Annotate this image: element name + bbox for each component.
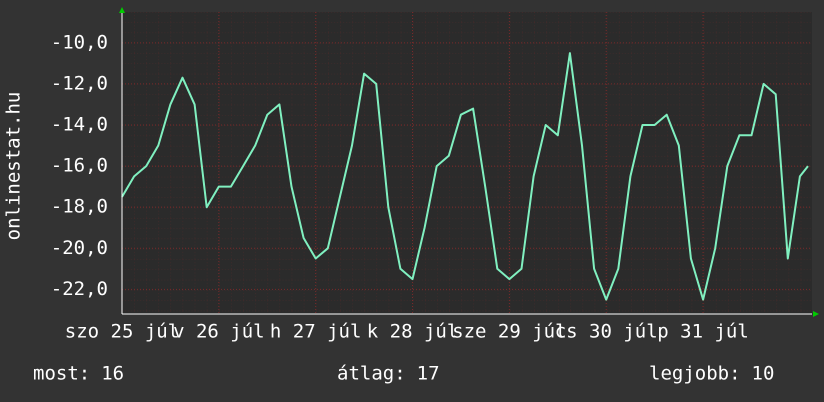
x-tick-label: k 28 júl [367,321,459,343]
x-tick-label: h 27 júl [270,321,362,343]
x-arrow [813,311,819,317]
stat-label: most: [33,363,90,385]
y-tick-label: -12,0 [51,72,108,94]
stat-label: legjobb: [649,363,741,385]
y-tick-label: -16,0 [51,155,108,177]
x-tick-label: p 31 júl [657,321,749,343]
data-line [121,52,809,301]
stat-value: 17 [417,363,440,385]
x-tick-label: sze 29 júl [452,321,566,343]
y-tick-label: -20,0 [51,237,108,259]
y-arrow [119,7,125,13]
y-tick-label: -14,0 [51,113,108,135]
stat-value: 16 [101,363,124,385]
plot: -10,0 -12,0 -14,0 -16,0 -18,0 -20,0 -22,0 szo 2… [51,12,812,343]
y-axis-label: onlinestat.hu [3,92,25,241]
minor-grid [122,12,812,314]
stat-label: átlag: [337,363,406,385]
stat-value: 10 [752,363,775,385]
x-tick-label: szo 25 júl [65,321,179,343]
y-tick-label: -18,0 [51,196,108,218]
x-tick-label: v 26 júl [173,321,265,343]
x-tick-label: cs 30 júl [555,321,658,343]
y-tick-label: -10,0 [51,31,108,53]
y-tick-label: -22,0 [51,278,108,300]
